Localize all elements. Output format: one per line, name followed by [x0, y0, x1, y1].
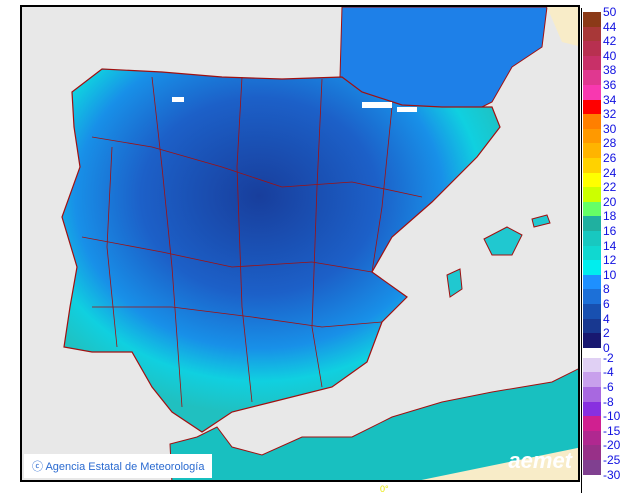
legend-swatch [583, 70, 601, 85]
legend-label: -6 [603, 380, 614, 394]
legend-swatch [583, 333, 601, 348]
legend-label: 34 [603, 92, 617, 107]
legend-swatch [583, 55, 601, 71]
province-borders [81, 76, 423, 408]
mallorca [483, 226, 523, 256]
legend-label: 24 [603, 165, 617, 180]
legend-label: -25 [603, 453, 621, 467]
temperature-map: ⓒ Agencia Estatal de Meteorología aemet [20, 5, 580, 482]
legend-swatch [583, 41, 601, 56]
aemet-credit: ⓒ Agencia Estatal de Meteorología [24, 454, 213, 478]
legend-swatch [583, 85, 601, 100]
italy-land [547, 7, 578, 46]
legend-swatch [583, 401, 601, 417]
legend-label: 8 [603, 282, 610, 297]
legend-label: 28 [603, 136, 617, 151]
legend-swatch [583, 201, 601, 217]
legend-label: 32 [603, 107, 617, 122]
legend-swatch [583, 158, 601, 173]
legend-swatch [583, 172, 601, 188]
legend-swatch [583, 372, 601, 387]
north-africa [169, 368, 578, 480]
legend-swatch [583, 231, 601, 246]
legend-label: 10 [603, 267, 617, 282]
legend-swatch [583, 99, 601, 115]
legend-swatch [583, 318, 601, 334]
legend-swatch [583, 445, 601, 460]
legend-label: 30 [603, 121, 617, 136]
aemet-logo: aemet [508, 448, 572, 474]
legend-swatch [583, 289, 601, 304]
legend-label: -4 [603, 365, 614, 380]
legend-swatch [583, 26, 601, 42]
legend-swatch [583, 216, 601, 231]
legend-swatch [583, 430, 601, 446]
legend-label: 20 [603, 194, 617, 209]
meridian-label: 0° [380, 484, 389, 494]
legend-label: 6 [603, 297, 610, 311]
legend-swatch [583, 12, 601, 27]
map-canvas [61, 7, 578, 480]
legend-divider [581, 8, 582, 493]
legend-swatch [583, 260, 601, 275]
legend-label: 12 [603, 253, 617, 268]
legend-label: 0 [603, 340, 610, 355]
legend-swatch [583, 304, 601, 319]
legend-label: 18 [603, 209, 617, 224]
legend-label: 50 [603, 5, 617, 19]
logo-text: aemet [508, 448, 572, 473]
legend-swatch [583, 460, 601, 475]
iberian-peninsula [61, 68, 501, 433]
legend-swatch [583, 114, 601, 129]
legend-swatch [583, 245, 601, 261]
legend-label: -30 [603, 467, 621, 482]
legend-swatch [583, 416, 601, 431]
legend-swatch [583, 387, 601, 402]
ibiza [446, 268, 463, 298]
legend-label: 16 [603, 224, 617, 238]
legend-label: 2 [603, 326, 610, 341]
legend-label: 44 [603, 19, 617, 34]
legend-label: -10 [603, 409, 621, 424]
legend-label: 36 [603, 78, 617, 92]
legend-label: 40 [603, 48, 617, 63]
legend-label: -8 [603, 394, 614, 409]
legend-label: 42 [603, 34, 617, 49]
legend-label: 38 [603, 63, 617, 78]
sahara-strip [421, 447, 578, 480]
legend-label: -20 [603, 438, 621, 453]
legend-swatch [583, 357, 601, 373]
legend-swatch [583, 274, 601, 290]
legend-swatch [583, 128, 601, 144]
legend-label: -2 [603, 350, 614, 365]
legend-label: 22 [603, 180, 617, 195]
legend-swatch [583, 187, 601, 202]
legend-swatch [583, 143, 601, 158]
legend-label: 14 [603, 238, 617, 253]
legend-label: 26 [603, 151, 617, 165]
credit-text: Agencia Estatal de Meteorología [45, 461, 205, 473]
legend-label: 4 [603, 311, 610, 326]
snow-patches [172, 97, 417, 112]
legend-label: -15 [603, 423, 621, 438]
menorca [531, 214, 551, 228]
